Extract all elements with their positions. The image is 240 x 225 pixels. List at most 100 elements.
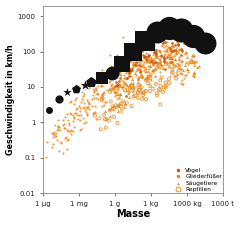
Point bbox=[118, 73, 122, 77]
Point bbox=[161, 66, 165, 70]
Point bbox=[123, 58, 127, 61]
Point bbox=[153, 40, 156, 43]
Legend: Vögel, Gliederfüßer, Säugetiere, Reptilien: Vögel, Gliederfüßer, Säugetiere, Reptili… bbox=[172, 168, 222, 192]
Point bbox=[101, 95, 105, 99]
Point bbox=[153, 60, 157, 64]
Point bbox=[121, 67, 125, 70]
Point bbox=[137, 55, 141, 59]
Point bbox=[155, 91, 159, 95]
Point bbox=[93, 104, 97, 108]
Point bbox=[173, 58, 176, 61]
Point bbox=[140, 58, 144, 62]
Point bbox=[166, 52, 170, 55]
Point bbox=[87, 102, 91, 106]
Point bbox=[153, 60, 157, 64]
Point bbox=[185, 67, 189, 71]
Point bbox=[122, 105, 126, 108]
Point bbox=[138, 70, 142, 74]
Point bbox=[142, 65, 146, 69]
Point bbox=[127, 90, 131, 94]
Point bbox=[105, 117, 108, 121]
Point bbox=[167, 45, 171, 49]
Point bbox=[180, 47, 183, 50]
Point bbox=[109, 83, 113, 87]
Point bbox=[151, 71, 155, 74]
Point bbox=[129, 81, 133, 85]
Point bbox=[143, 39, 147, 43]
Point bbox=[181, 82, 185, 86]
Point bbox=[148, 65, 151, 68]
Point bbox=[180, 50, 184, 53]
Point bbox=[144, 59, 148, 63]
Point bbox=[45, 140, 49, 144]
Point bbox=[170, 72, 174, 75]
Point bbox=[174, 64, 178, 68]
Point bbox=[163, 60, 167, 64]
Point bbox=[103, 101, 107, 104]
Point bbox=[151, 87, 155, 90]
Point bbox=[158, 60, 162, 63]
Point bbox=[138, 82, 142, 86]
Point bbox=[84, 108, 87, 112]
Point bbox=[74, 112, 78, 115]
Point bbox=[72, 126, 76, 129]
Point bbox=[72, 116, 76, 120]
Point bbox=[108, 108, 112, 112]
Point bbox=[176, 64, 180, 68]
Point bbox=[170, 55, 174, 59]
Point bbox=[146, 52, 150, 56]
Point bbox=[140, 75, 144, 79]
Point bbox=[110, 86, 114, 90]
Point bbox=[61, 151, 65, 155]
Point bbox=[188, 60, 192, 63]
Point bbox=[69, 113, 73, 116]
Point bbox=[152, 51, 156, 54]
Point bbox=[172, 74, 176, 77]
Point bbox=[107, 119, 111, 122]
Point bbox=[170, 41, 174, 44]
Point bbox=[165, 49, 169, 53]
Point bbox=[158, 57, 162, 60]
Point bbox=[97, 117, 101, 120]
Point bbox=[58, 128, 62, 131]
Point bbox=[151, 61, 155, 65]
Point bbox=[126, 91, 130, 94]
Point bbox=[133, 63, 137, 67]
Point bbox=[128, 69, 132, 73]
Point bbox=[136, 76, 140, 80]
Point bbox=[192, 43, 195, 47]
Point bbox=[102, 113, 106, 117]
Point bbox=[190, 54, 194, 57]
Point bbox=[108, 53, 112, 57]
Point bbox=[168, 47, 172, 51]
Point bbox=[91, 87, 95, 91]
Point bbox=[162, 40, 166, 44]
Point bbox=[170, 71, 174, 74]
Point bbox=[147, 75, 151, 79]
Point bbox=[117, 96, 121, 99]
Point bbox=[92, 79, 96, 82]
Point bbox=[178, 71, 181, 75]
Point bbox=[84, 120, 88, 124]
Point bbox=[110, 71, 114, 75]
Point bbox=[114, 92, 118, 96]
Point bbox=[180, 78, 184, 81]
Point bbox=[167, 77, 171, 81]
Point bbox=[50, 145, 54, 148]
Point bbox=[146, 64, 150, 68]
Point bbox=[184, 50, 187, 54]
Point bbox=[120, 86, 124, 90]
Point bbox=[174, 46, 178, 50]
Point bbox=[172, 48, 175, 52]
Point bbox=[66, 118, 70, 122]
Point bbox=[118, 69, 122, 73]
Point bbox=[162, 54, 166, 57]
Point bbox=[162, 55, 166, 59]
Point bbox=[101, 92, 104, 96]
Point bbox=[131, 89, 135, 93]
Point bbox=[177, 56, 181, 59]
Point bbox=[100, 97, 104, 101]
Point bbox=[136, 68, 140, 71]
Point bbox=[144, 66, 148, 70]
Point bbox=[107, 75, 111, 79]
